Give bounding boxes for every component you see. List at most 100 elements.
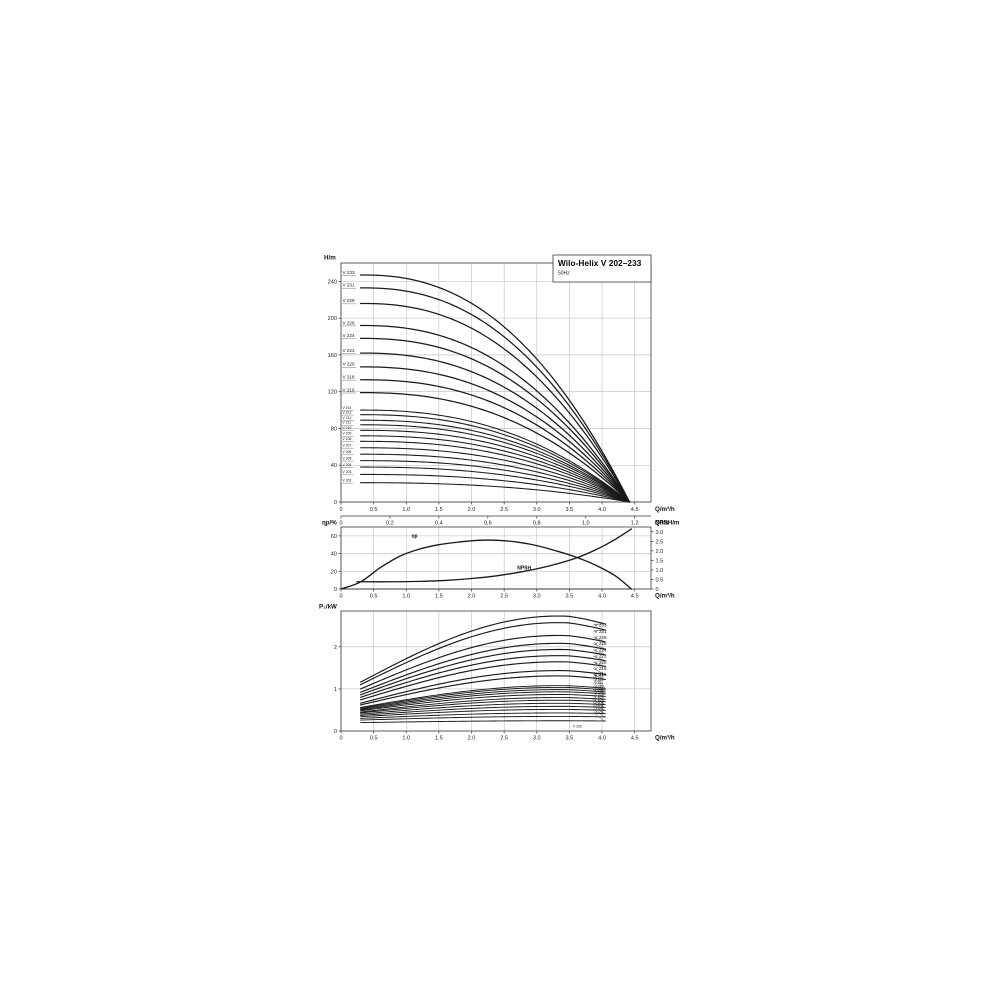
npsh-y-tick: 0.5 [656, 577, 664, 583]
power-curve-line [360, 675, 606, 706]
head-y-tick: 40 [331, 463, 337, 469]
head-curve-line [360, 440, 630, 503]
npsh-y-tick: 1.5 [656, 558, 664, 564]
head-y-tick: 200 [328, 316, 337, 322]
power-curve-label: V 211 [595, 681, 604, 685]
head-curve [360, 482, 630, 503]
efficiency-curve [340, 539, 633, 590]
power-x-tick: 4.5 [631, 736, 639, 742]
power-y-tick: 2 [334, 645, 337, 651]
power-curve-label: V 213 [595, 675, 604, 679]
head-curve-line [359, 302, 631, 503]
head-x2-tick: 0,6 [484, 521, 492, 527]
power-curve-leader [592, 682, 606, 695]
power-curve: V 202 [360, 711, 606, 724]
head-y-axis-title: H/m [324, 255, 336, 262]
head-curve [359, 379, 631, 503]
power-curve: V 222 [360, 654, 607, 698]
head-curve [359, 302, 631, 503]
power-curve-leader [592, 689, 606, 700]
power-curve-leader [592, 655, 606, 661]
power-x-tick: 1.0 [402, 736, 410, 742]
npsh-y-tick: 3.0 [656, 530, 664, 536]
head-curve-line [360, 435, 630, 503]
power-curve-leader [592, 692, 606, 703]
head-curve [359, 274, 631, 503]
eff-x-tick: 0.5 [370, 594, 378, 600]
head-curve-label: V 205 [343, 456, 352, 460]
power-curve-line [360, 634, 606, 690]
head-curve [360, 466, 630, 503]
title-block-product: Wilo-Helix V 202–233 [558, 259, 642, 268]
power-curve-leader [592, 623, 606, 626]
title-block [552, 254, 652, 283]
head-x2-tick: 1,2 [631, 521, 639, 527]
head-curve-label: V 213 [343, 410, 352, 414]
power-x-tick: 1.5 [435, 736, 443, 742]
power-curve-line [360, 661, 606, 701]
power-curve: V 214 [360, 671, 606, 708]
head-x-tick: 1.5 [435, 507, 443, 513]
head-curve [360, 473, 630, 503]
head-x-tick: 1.0 [402, 507, 410, 513]
head-curve-line [360, 409, 630, 503]
head-curve [360, 409, 630, 503]
power-curve-line [360, 705, 606, 716]
head-x-tick: 3.0 [533, 507, 541, 513]
head-curve-line [360, 460, 630, 503]
head-curve-line [359, 391, 631, 503]
power-curve-line [360, 655, 606, 698]
head-curve-label: V 202 [343, 478, 352, 482]
head-curve [360, 453, 630, 503]
power-curve-leader [592, 685, 606, 698]
power-curve-label: V 204 [595, 704, 604, 708]
power-curve-label: V 208 [595, 691, 604, 695]
power-curve-line [360, 685, 606, 708]
power-curve-line [360, 670, 606, 704]
head-curve-line [360, 424, 630, 503]
head-curve-label: V 209 [343, 432, 352, 436]
head-y-tick: 80 [331, 426, 337, 432]
head-curve-line [360, 473, 630, 503]
power-curve-leader [592, 695, 606, 706]
power-curve-label: V 205 [595, 701, 604, 705]
eff-y-tick: 40 [331, 552, 337, 558]
power-curve-label: V 220 [595, 660, 607, 665]
power-curve-line [360, 642, 606, 693]
power-curve-label: V 206 [595, 698, 604, 702]
power-curve: V 205 [360, 701, 606, 718]
power-curve: V 210 [360, 685, 606, 712]
efficiency-curve-label: ηp [411, 534, 417, 540]
power-curve-leader [592, 702, 606, 711]
head-curve-label: V 222 [343, 348, 355, 353]
power-x-tick: 2.5 [500, 736, 508, 742]
power-curve-line [360, 697, 606, 713]
power-curve-line [360, 689, 606, 710]
head-x2-tick: 0,4 [435, 521, 443, 527]
head-curve-line [360, 482, 630, 503]
power-curve-leader [592, 649, 606, 655]
power-curve-leader [592, 698, 606, 709]
head-curve [359, 337, 631, 503]
head-x-tick: 0.5 [370, 507, 378, 513]
head-panel: V 233 V 231 V 229 V 226 V 224 V 222 V 220 V 218… [340, 262, 652, 503]
power-curve-line [360, 712, 606, 719]
power-x-tick: 2.0 [468, 736, 476, 742]
head-curve-line [360, 453, 630, 503]
head-curve [360, 460, 630, 503]
eff-x-tick: 3.0 [533, 594, 541, 600]
head-y-tick: 0 [334, 500, 337, 506]
npsh-y-tick: 2.5 [656, 539, 664, 545]
power-curve-line [360, 691, 606, 711]
eff-x-tick: 3.5 [566, 594, 574, 600]
head-curve-line [359, 366, 631, 503]
power-curve-leader [592, 712, 606, 722]
eff-y-axis-title: ηp/% [322, 520, 337, 527]
power-curve-leader [592, 679, 606, 693]
power-curve: V 211 [360, 681, 606, 711]
power-curve: V 209 [360, 688, 606, 713]
head-curve-label: V 203 [343, 470, 352, 474]
power-x-tick: 0 [339, 736, 342, 742]
head-curve-line [359, 337, 631, 503]
head-x2-tick: 0,8 [533, 521, 541, 527]
